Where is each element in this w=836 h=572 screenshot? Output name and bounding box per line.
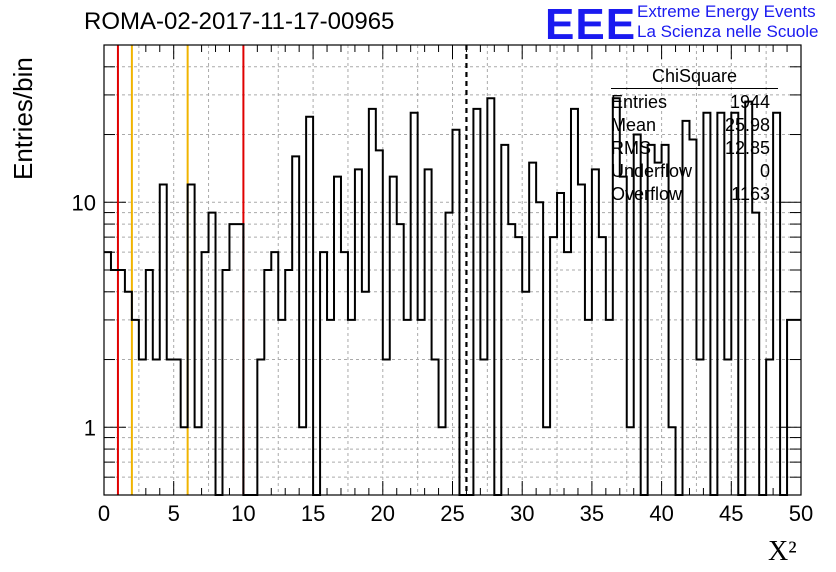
x-tick-label: 10 [231, 501, 255, 526]
plot-frame [103, 44, 802, 496]
logo-text: Extreme Energy Events La Scienza nelle S… [637, 2, 818, 42]
histogram-series [104, 97, 801, 496]
stats-row: Mean 25.98 [611, 114, 778, 137]
stats-box: ChiSquare Entries 1944 Mean 25.98 RMS 12.85… [611, 66, 778, 206]
x-tick-label: 40 [649, 501, 673, 526]
stats-label: Mean [611, 115, 657, 135]
chart-title: ROMA-02-2017-11-17-00965 [84, 8, 395, 35]
x-tick-label: 25 [440, 501, 464, 526]
stats-row: Entries 1944 [611, 91, 778, 114]
stats-label: Overflow [611, 184, 683, 204]
x-tick-label: 45 [719, 501, 743, 526]
stats-label: Underflow [611, 161, 693, 181]
x-tick-label: 15 [301, 501, 325, 526]
eee-logo: EEE [545, 0, 637, 49]
stats-title: ChiSquare [611, 66, 778, 89]
stats-row: Underflow 0 [611, 160, 778, 183]
x-tick-label: 20 [371, 501, 395, 526]
stats-label: Entries [611, 92, 668, 112]
logo-line-2: La Scienza nelle Scuole [637, 22, 819, 41]
stats-value: 1163 [731, 184, 770, 204]
stats-value: 0 [759, 161, 770, 181]
y-axis-label: Entries/bin [8, 57, 38, 180]
x-tick-label: 50 [789, 501, 813, 526]
y-tick-label: 1 [84, 415, 96, 440]
logo-line-1: Extreme Energy Events [637, 2, 816, 21]
x-tick-label: 30 [510, 501, 534, 526]
x-tick-label: 0 [98, 501, 110, 526]
x-tick-label: 5 [168, 501, 180, 526]
stats-label: RMS [611, 138, 651, 158]
stats-row: RMS 12.85 [611, 137, 778, 160]
stats-value: 1944 [729, 92, 770, 112]
y-tick-label: 10 [72, 190, 96, 215]
stats-row: Overflow 1163 [611, 183, 778, 206]
stats-value: 12.85 [724, 138, 770, 158]
x-tick-label: 35 [580, 501, 604, 526]
stats-value: 25.98 [724, 115, 770, 135]
x-axis-label: X² [768, 536, 797, 567]
